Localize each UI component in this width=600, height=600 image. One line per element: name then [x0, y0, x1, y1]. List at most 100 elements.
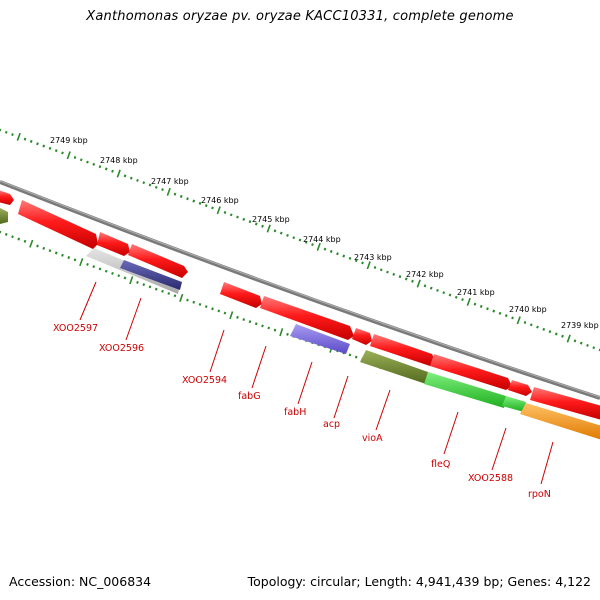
ruler-dot — [411, 279, 414, 283]
ruler-dot — [4, 130, 8, 134]
ruler-dot — [286, 233, 289, 237]
gene-arrow[interactable] — [520, 403, 600, 440]
ruler-major-tick — [229, 311, 234, 320]
gene-label[interactable]: XOO2597 — [53, 323, 98, 334]
gene-arrow[interactable] — [290, 324, 350, 354]
gene-arrow[interactable] — [424, 372, 506, 408]
ruler-dot — [173, 294, 177, 298]
gene-arrow[interactable] — [0, 208, 8, 224]
kbp-labels: 2749 kbp 2748 kbp 2747 kbp 2746 kbp 2745 kbp… — [50, 136, 599, 330]
gene-arrow[interactable] — [220, 282, 262, 308]
ruler-dot — [336, 252, 339, 256]
ruler-dot — [217, 309, 221, 313]
gene-label[interactable]: fleQ — [431, 459, 450, 470]
ruler-dot — [117, 274, 121, 278]
ruler-dot — [204, 305, 208, 309]
ruler-major-tick — [166, 187, 171, 196]
ruler-dot — [354, 259, 358, 263]
ruler-dot — [242, 318, 246, 321]
ruler-dot — [586, 343, 589, 347]
ruler-dot — [11, 133, 14, 137]
ruler-dot — [192, 199, 196, 203]
kbp-tick-label: 2739 kbp — [561, 321, 599, 330]
ruler-dot — [42, 144, 46, 148]
gene-arrow[interactable] — [0, 190, 14, 205]
ruler-dot — [348, 256, 352, 260]
ruler-dot — [248, 320, 252, 324]
ruler-dot — [242, 217, 246, 221]
ruler-dot — [23, 239, 27, 243]
ruler-dot — [454, 295, 458, 299]
ruler-dot — [73, 258, 77, 262]
genome-backbone — [0, 180, 600, 400]
ruler-dot — [142, 283, 146, 287]
ruler-dot — [192, 300, 196, 304]
gene-arrow[interactable] — [360, 350, 428, 384]
ruler-dot — [229, 213, 233, 217]
ruler-dot — [36, 142, 39, 146]
ruler-dot — [298, 238, 302, 242]
ruler-dot — [273, 328, 277, 332]
ruler-dot — [211, 307, 214, 311]
gene-arrow[interactable] — [260, 296, 354, 340]
gene-arrow[interactable] — [502, 396, 526, 412]
ruler-dot — [129, 176, 133, 180]
ruler-dot — [429, 286, 433, 290]
ruler-dot — [373, 266, 377, 269]
gene-arrow[interactable] — [370, 334, 436, 366]
ruler-dot — [198, 302, 202, 306]
ruler-major-tick — [16, 132, 21, 141]
gene-label[interactable]: XOO2596 — [99, 343, 144, 354]
gene-arrow[interactable] — [18, 200, 98, 249]
ruler-dot — [236, 215, 239, 219]
ruler-dot — [211, 206, 214, 210]
ruler-dot — [186, 298, 189, 302]
ruler-dot — [536, 325, 539, 329]
gene-label[interactable]: XOO2588 — [468, 473, 513, 484]
ruler-dot — [173, 192, 177, 196]
gene-label[interactable]: fabG — [238, 391, 261, 402]
gene-label[interactable]: acp — [323, 419, 340, 430]
gene-arrow[interactable] — [430, 354, 512, 390]
ruler-dot — [442, 291, 446, 295]
kbp-tick-label: 2746 kbp — [201, 196, 239, 205]
ruler-dot — [323, 247, 327, 251]
ruler-dot — [136, 178, 139, 182]
gene-label[interactable]: XOO2594 — [182, 375, 227, 386]
genome-title: Xanthomonas oryzae pv. oryzae KACC10331,… — [86, 9, 514, 24]
gene-label[interactable]: vioA — [362, 433, 383, 444]
ruler-dot — [79, 158, 83, 162]
ruler-dot — [523, 321, 527, 324]
gene-labels: XOO2597 XOO2596 XOO2594 fabG fabH acp vi… — [53, 323, 551, 500]
gene-arrow[interactable] — [97, 232, 130, 256]
gene-arrow[interactable] — [120, 260, 182, 290]
gene-arrow[interactable] — [352, 328, 372, 345]
ruler-dot — [98, 165, 102, 169]
ruler-dot — [248, 220, 252, 224]
ruler-dot — [161, 289, 164, 293]
ruler-dot — [329, 249, 333, 253]
ruler-dot — [423, 284, 427, 288]
ruler-dot — [254, 222, 258, 226]
gene-arrow[interactable] — [530, 387, 600, 420]
ruler-dot — [186, 197, 189, 201]
ruler-dot — [11, 235, 14, 239]
ruler-dot — [42, 246, 46, 250]
kbp-tick-label: 2742 kbp — [406, 270, 444, 279]
gene-arrow[interactable] — [128, 244, 188, 278]
ruler-dot — [548, 330, 552, 334]
gene-label[interactable]: fabH — [284, 407, 306, 418]
ruler-dot — [148, 183, 152, 187]
ruler-major-tick — [29, 239, 34, 248]
ruler-major-tick — [316, 242, 321, 251]
ruler-dot — [17, 237, 21, 241]
kbp-tick-label: 2740 kbp — [509, 305, 547, 314]
gene-arrow[interactable] — [508, 380, 532, 396]
ruler-dot — [448, 293, 452, 297]
ruler-major-tick — [79, 258, 84, 267]
ruler-dot — [198, 201, 202, 205]
gene-label[interactable]: rpoN — [528, 489, 551, 500]
ruler-dot — [579, 341, 583, 345]
ruler-dot — [386, 270, 389, 274]
ruler-dot — [154, 287, 158, 291]
